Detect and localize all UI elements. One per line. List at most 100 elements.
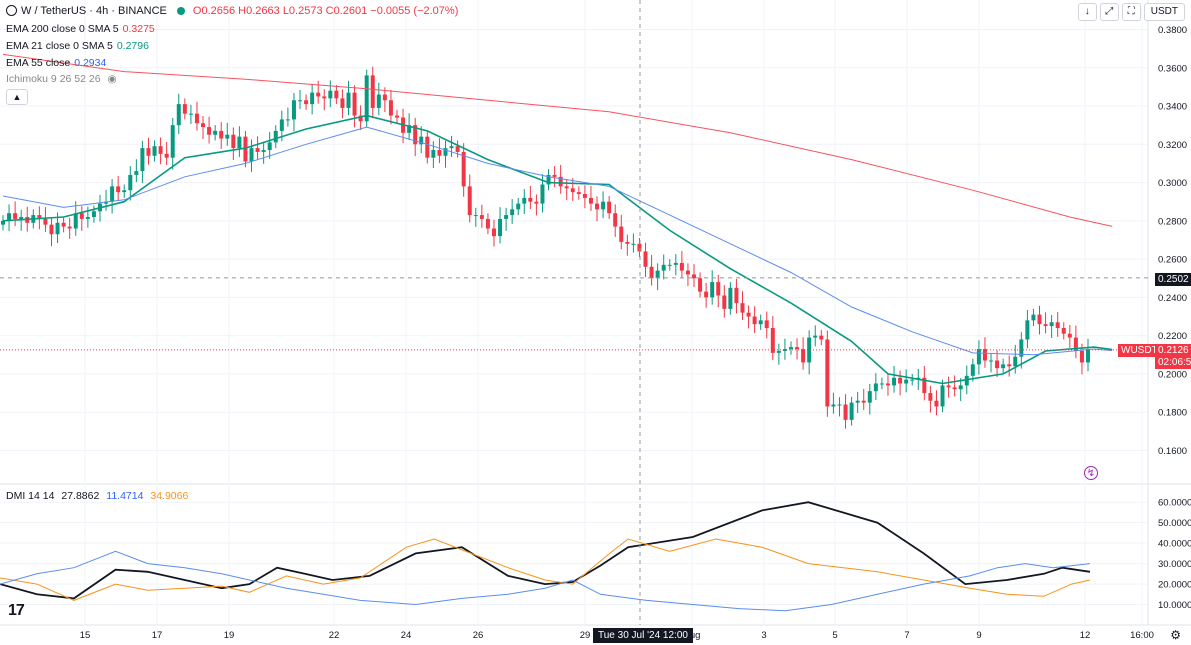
candle-body (928, 393, 933, 401)
ohlc-high: H0.2663 (238, 5, 280, 17)
candle-body (255, 148, 260, 152)
scroll-down-button[interactable]: ↓ (1077, 3, 1097, 21)
candle-body (976, 349, 981, 365)
candle-body (740, 303, 745, 313)
candle-body (213, 130, 218, 135)
candle-body (364, 75, 369, 122)
candle-body (649, 266, 654, 279)
candle-body (237, 136, 242, 149)
time-tick-label: 5 (832, 630, 837, 641)
candle-body (704, 291, 709, 298)
candle-body (534, 201, 539, 204)
candle-body (116, 186, 121, 193)
dmi-legend[interactable]: DMI 14 14 27.8862 11.4714 34.9066 (6, 490, 188, 502)
gear-icon[interactable]: ⚙ (1170, 628, 1181, 642)
grid-lines (0, 0, 1191, 626)
dmi-tick-label: 40.0000 (1158, 539, 1191, 550)
price-axis[interactable]: 0.3800 0.3600 0.3400 0.3200 0.3000 0.2800 0.26… (1158, 25, 1191, 611)
candle-body (449, 146, 454, 149)
candle-body (570, 188, 575, 193)
symbol-title[interactable]: W / TetherUS · 4h · BINANCE (21, 5, 167, 17)
dmi-plus-value: 34.9066 (150, 490, 189, 502)
candle-body (152, 146, 157, 156)
line-ema-200 (2, 53, 1113, 227)
symbol-tag: WUSDT (1118, 344, 1161, 357)
candle-body (879, 383, 884, 385)
lightning-icon[interactable]: ↯ (1084, 466, 1098, 480)
candle-body (625, 241, 630, 244)
symbol-legend[interactable]: W / TetherUS · 4h · BINANCE O0.2656 H0.26… (6, 5, 458, 17)
ohlc-change: −0.0055 (−2.07%) (370, 5, 459, 17)
price-tick-label: 0.2600 (1158, 255, 1187, 266)
candle-body (746, 312, 751, 317)
candle-body (498, 218, 503, 237)
candle-body (982, 349, 987, 361)
candle-body (989, 360, 994, 362)
candle-body (201, 123, 206, 128)
candle-body (795, 347, 800, 350)
candle-body (522, 197, 527, 204)
indicator-legend-ema21[interactable]: EMA 21 close 0 SMA 5 0.2796 (6, 40, 149, 52)
time-tick-label: 9 (976, 630, 981, 641)
collapse-legend-button[interactable]: ▲ (6, 89, 28, 105)
candle-body (734, 287, 739, 304)
symbol-logo-icon (6, 5, 17, 16)
candle-body (37, 215, 42, 219)
candle-body (552, 174, 557, 177)
candle-body (764, 320, 769, 328)
indicator-legend-ema55[interactable]: EMA 55 close 0.2934 (6, 57, 106, 69)
hidden-eye-icon[interactable]: ◉ (107, 73, 117, 85)
candle-body (673, 262, 678, 265)
countdown-tag: 02:06:5 (1155, 356, 1191, 369)
candle-body (249, 148, 254, 162)
indicator-value: 0.3275 (122, 23, 155, 35)
time-tick-label: 17 (152, 630, 163, 641)
candle-body (922, 377, 927, 394)
candle-body (667, 264, 672, 266)
indicator-legend-ema200[interactable]: EMA 200 close 0 SMA 5 0.3275 (6, 23, 155, 35)
dmi-tick-label: 10.0000 (1158, 600, 1191, 611)
candle-body (995, 360, 1000, 369)
candle-body (346, 92, 351, 108)
candle-body (13, 213, 18, 219)
indicator-legend-ichimoku[interactable]: Ichimoku 9 26 52 26 ◉ (6, 73, 117, 85)
dmi-line-adx (0, 501, 1091, 600)
expand-button[interactable]: ⤢ (1099, 3, 1119, 21)
candle-body (85, 217, 90, 219)
currency-button[interactable]: USDT (1143, 3, 1185, 21)
candle-body (1007, 364, 1012, 367)
candle-body (352, 92, 357, 116)
candle-body (528, 197, 533, 202)
tradingview-logo[interactable]: 17 (8, 602, 25, 619)
indicator-label: EMA 55 close (6, 57, 71, 69)
candle-body (692, 274, 697, 279)
fullscreen-button[interactable]: ⛶ (1121, 3, 1141, 21)
candle-body (782, 349, 787, 351)
candle-body (382, 94, 387, 101)
candle-body (43, 218, 48, 225)
candle-body (7, 213, 12, 221)
candle-body (1031, 314, 1036, 321)
candlestick-series (1, 66, 1090, 429)
time-tick-label: 16:00 (1130, 630, 1154, 641)
candle-body (188, 113, 193, 115)
candle-body (1073, 337, 1078, 351)
candle-body (194, 113, 199, 124)
candle-body (813, 335, 818, 338)
dmi-tick-label: 20.0000 (1158, 580, 1191, 591)
candle-body (467, 186, 472, 216)
ohlc-open: O0.2656 (192, 5, 236, 17)
candle-body (588, 197, 593, 204)
candle-body (643, 251, 648, 267)
price-tick-label: 0.3800 (1158, 25, 1187, 36)
price-tick-label: 0.3000 (1158, 178, 1187, 189)
candle-body (128, 174, 133, 191)
candle-body (1013, 356, 1018, 367)
price-tick-label: 0.3600 (1158, 63, 1187, 74)
candle-body (510, 209, 515, 216)
candle-body (334, 90, 339, 99)
indicator-lines (2, 53, 1113, 385)
candle-body (1067, 333, 1072, 338)
candle-body (479, 215, 484, 219)
